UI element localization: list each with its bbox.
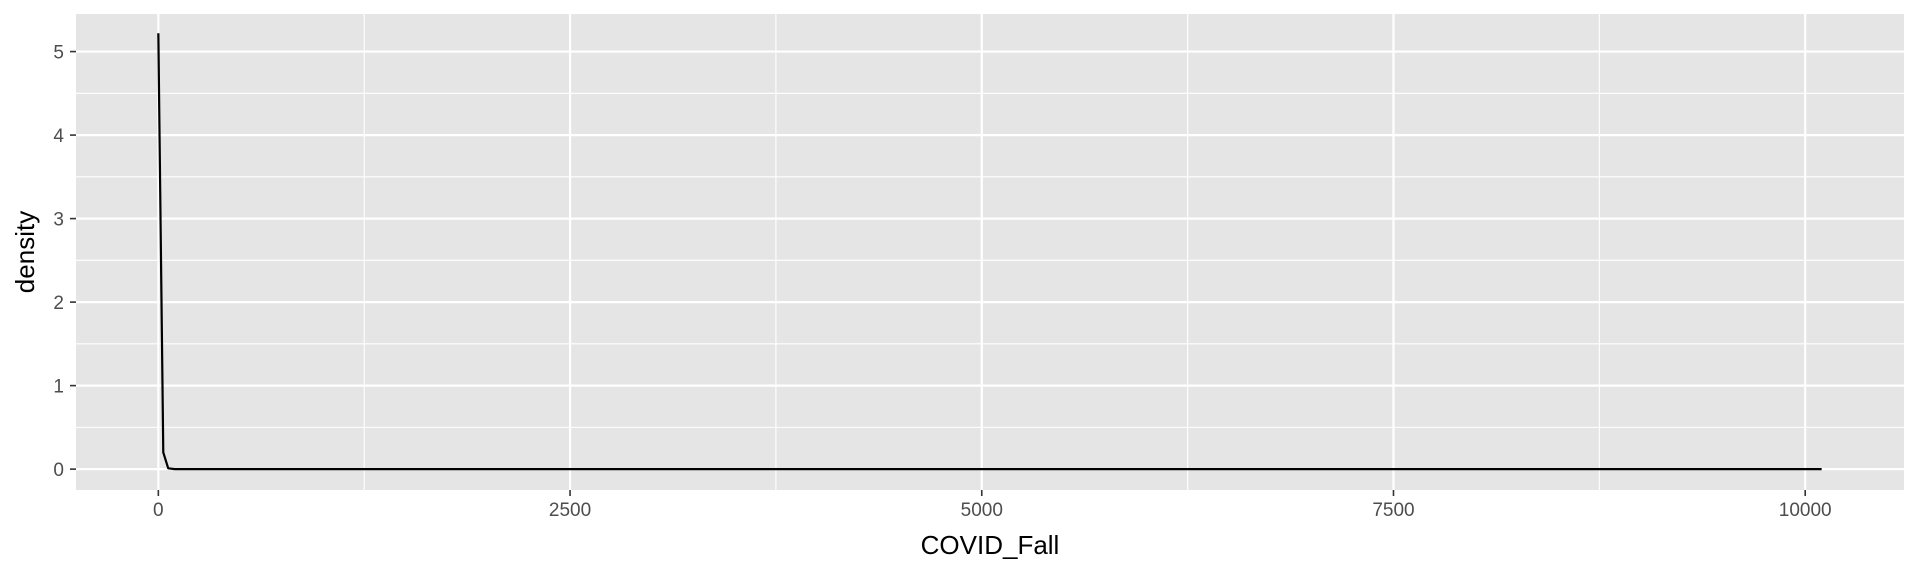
y-axis-title: density [10,211,40,293]
x-tick-label: 2500 [549,500,591,521]
y-tick-label: 4 [53,126,64,147]
x-tick-label: 7500 [1372,500,1414,521]
density-curve [157,33,1822,471]
minor-gridlines [76,14,1904,490]
x-tick-label: 0 [153,500,164,521]
plot-panel [76,14,1904,490]
y-tick-label: 3 [53,210,64,231]
x-axis: 0 2500 5000 7500 10000 [153,490,1832,521]
y-tick-label: 0 [53,460,64,481]
y-tick-label: 2 [53,293,64,314]
y-axis: 0 1 2 3 4 5 [53,43,76,481]
x-axis-title: COVID_Fall [921,530,1060,560]
y-tick-label: 1 [53,377,64,398]
x-tick-label: 10000 [1779,500,1832,521]
y-tick-label: 5 [53,43,64,64]
x-tick-label: 5000 [961,500,1003,521]
